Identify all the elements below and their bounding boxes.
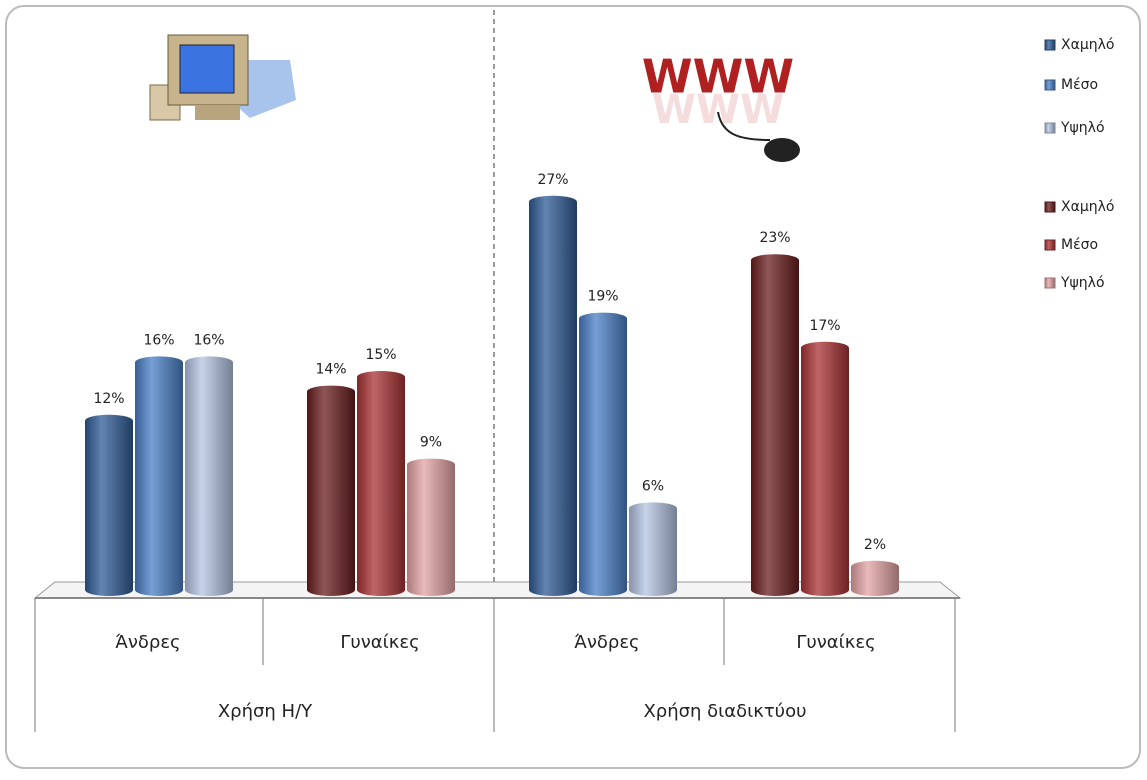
data-label: 16% <box>143 332 174 348</box>
data-label: 6% <box>642 478 664 494</box>
bar <box>851 560 900 596</box>
legend-swatch <box>1044 239 1056 251</box>
bar <box>751 254 799 596</box>
legend-label: Υψηλό <box>1060 120 1105 136</box>
data-label: 12% <box>93 391 124 407</box>
data-label: 23% <box>759 230 790 246</box>
bar <box>85 414 133 596</box>
svg-text:WWW: WWW <box>642 50 794 104</box>
x-tick-label: Άνδρες <box>574 632 639 653</box>
bar <box>801 341 849 596</box>
legend-swatch <box>1044 277 1056 289</box>
group-label: Χρήση Η/Υ <box>218 701 313 722</box>
legend-label: Μέσο <box>1061 77 1098 93</box>
data-label: 19% <box>587 289 618 305</box>
data-label: 16% <box>193 332 224 348</box>
legend-label: Χαμηλό <box>1061 199 1114 215</box>
bar <box>357 371 405 596</box>
svg-text:WWW: WWW <box>652 87 784 133</box>
bar <box>579 312 627 596</box>
x-tick-label: Γυναίκες <box>340 632 419 653</box>
data-label: 27% <box>537 172 568 188</box>
computer-icon <box>149 34 296 121</box>
bar <box>307 385 355 596</box>
legend-label: Μέσο <box>1061 237 1098 253</box>
bar <box>185 356 234 596</box>
data-label: 2% <box>864 537 886 553</box>
legend-swatch <box>1044 122 1056 134</box>
data-label: 17% <box>809 318 840 334</box>
x-tick-label: Γυναίκες <box>796 632 875 653</box>
bar <box>529 195 577 596</box>
data-label: 14% <box>315 362 346 378</box>
legend-swatch <box>1044 201 1056 213</box>
legend-label: Χαμηλό <box>1061 37 1114 53</box>
legend-label: Υψηλό <box>1060 275 1105 291</box>
bar <box>629 502 677 596</box>
axis-dividers <box>34 598 956 732</box>
x-tick-label: Άνδρες <box>115 632 180 653</box>
data-label: 15% <box>365 347 396 363</box>
bar <box>407 458 455 596</box>
legend-swatch <box>1044 79 1056 91</box>
group-label: Χρήση διαδικτύου <box>643 701 806 722</box>
data-label: 9% <box>420 435 442 451</box>
bar <box>135 356 183 596</box>
legend-swatch <box>1044 39 1056 51</box>
www-icon: WWW WWW <box>642 50 800 162</box>
